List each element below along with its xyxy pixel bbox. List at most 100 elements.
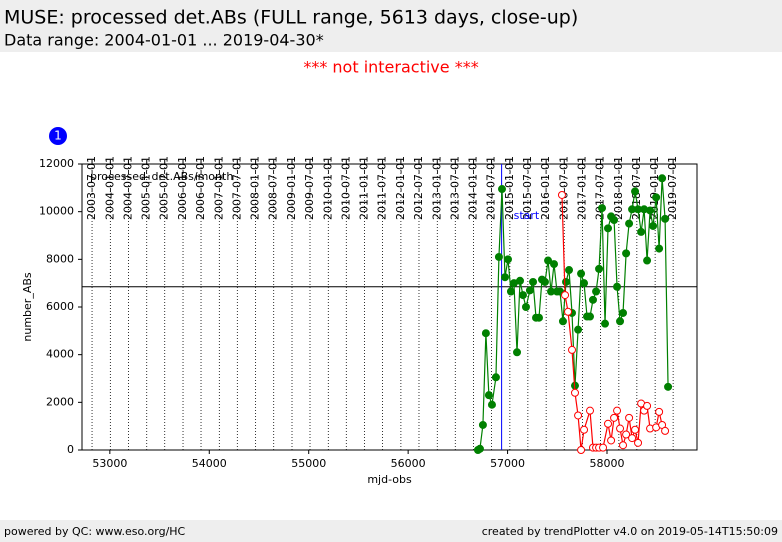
- y-tick-label: 4000: [46, 348, 74, 361]
- data-point: [613, 282, 622, 291]
- y-tick-label: 12000: [39, 157, 74, 170]
- top-tick-label: 2018-01-01: [612, 156, 625, 220]
- data-point: [631, 425, 640, 434]
- data-point: [604, 224, 613, 233]
- page-subtitle: Data range: 2004-01-01 ... 2019-04-30*: [4, 31, 324, 50]
- data-point: [622, 249, 631, 258]
- y-tick-label: 0: [67, 443, 74, 456]
- data-point: [661, 214, 670, 223]
- data-point: [616, 424, 625, 433]
- data-point: [580, 425, 589, 434]
- top-tick-label: 2013-07-01: [448, 156, 461, 220]
- data-point: [540, 277, 549, 286]
- top-tick-label: 2007-01-01: [212, 156, 225, 220]
- data-point: [619, 308, 628, 317]
- data-point: [562, 277, 571, 286]
- start-label: start: [514, 209, 540, 222]
- top-tick-label: 2016-07-01: [557, 156, 570, 220]
- data-point: [558, 317, 567, 326]
- data-point: [616, 317, 625, 326]
- annotation: processed_det.ABs/month: [90, 170, 233, 183]
- data-point: [601, 319, 610, 328]
- data-point: [625, 219, 634, 228]
- data-point: [588, 295, 597, 304]
- x-tick-label: 57000: [490, 457, 525, 470]
- data-point: [622, 430, 631, 439]
- data-point: [557, 190, 566, 199]
- data-point: [586, 312, 595, 321]
- data-point: [625, 413, 634, 422]
- top-tick-label: 2008-01-01: [249, 156, 262, 220]
- data-point: [634, 438, 643, 447]
- top-tick-label: 2003-07-01: [85, 156, 98, 220]
- data-point: [610, 216, 619, 225]
- y-tick-label: 6000: [46, 300, 74, 313]
- top-tick-label: 2012-07-01: [412, 156, 425, 220]
- data-point: [568, 345, 577, 354]
- header-band: [0, 0, 782, 52]
- data-point: [655, 244, 664, 253]
- data-point: [604, 419, 613, 428]
- x-tick-label: 54000: [192, 457, 227, 470]
- data-point: [574, 325, 583, 334]
- top-tick-label: 2006-07-01: [194, 156, 207, 220]
- top-tick-label: 2011-07-01: [376, 156, 389, 220]
- top-tick-label: 2010-01-01: [321, 156, 334, 220]
- data-point: [577, 446, 586, 454]
- footer-right: created by trendPlotter v4.0 on 2019-05-…: [482, 525, 778, 538]
- top-tick-label: 2014-01-01: [467, 156, 480, 220]
- data-point: [550, 260, 559, 269]
- footer-band: [0, 520, 782, 542]
- data-point: [607, 436, 616, 445]
- data-point: [481, 329, 490, 338]
- data-point: [564, 307, 573, 316]
- data-point: [475, 444, 484, 453]
- data-point: [491, 373, 500, 382]
- top-tick-label: 2005-07-01: [158, 156, 171, 220]
- data-point: [580, 279, 589, 288]
- top-tick-label: 2017-07-01: [594, 156, 607, 220]
- top-tick-label: 2006-01-01: [176, 156, 189, 220]
- data-point: [595, 264, 604, 273]
- y-tick-label: 2000: [46, 395, 74, 408]
- data-point: [664, 382, 673, 391]
- data-point: [529, 277, 538, 286]
- data-point: [516, 276, 525, 285]
- data-point: [610, 413, 619, 422]
- top-tick-label: 2019-07-01: [666, 156, 679, 220]
- data-point: [494, 252, 503, 261]
- data-point: [643, 256, 652, 265]
- badge-label: 1: [54, 129, 62, 143]
- x-tick-label: 55000: [291, 457, 326, 470]
- data-point: [544, 256, 553, 265]
- top-tick-label: 2004-01-01: [103, 156, 116, 220]
- top-tick-label: 2007-07-01: [230, 156, 243, 220]
- data-point: [658, 174, 667, 183]
- data-point: [521, 303, 530, 311]
- data-point: [565, 266, 574, 275]
- data-point: [619, 441, 628, 450]
- data-point: [646, 206, 655, 215]
- data-point: [570, 388, 579, 397]
- data-point: [577, 269, 586, 278]
- data-point: [598, 204, 607, 213]
- top-tick-label: 2010-07-01: [339, 156, 352, 220]
- data-point: [661, 426, 670, 435]
- data-point: [534, 313, 543, 322]
- y-axis-label: number_ABs: [21, 272, 34, 342]
- x-tick-label: 53000: [92, 457, 127, 470]
- x-tick-label: 58000: [590, 457, 625, 470]
- data-point: [525, 286, 534, 295]
- data-point: [628, 434, 637, 443]
- top-tick-label: 2019-01-01: [648, 156, 661, 220]
- data-point: [637, 227, 646, 236]
- top-tick-label: 2017-01-01: [576, 156, 589, 220]
- top-tick-label: 2012-01-01: [394, 156, 407, 220]
- data-point: [518, 291, 527, 300]
- y-tick-label: 10000: [39, 205, 74, 218]
- data-point: [498, 185, 507, 194]
- data-point: [513, 348, 522, 357]
- data-point: [592, 287, 601, 296]
- data-point: [586, 406, 595, 415]
